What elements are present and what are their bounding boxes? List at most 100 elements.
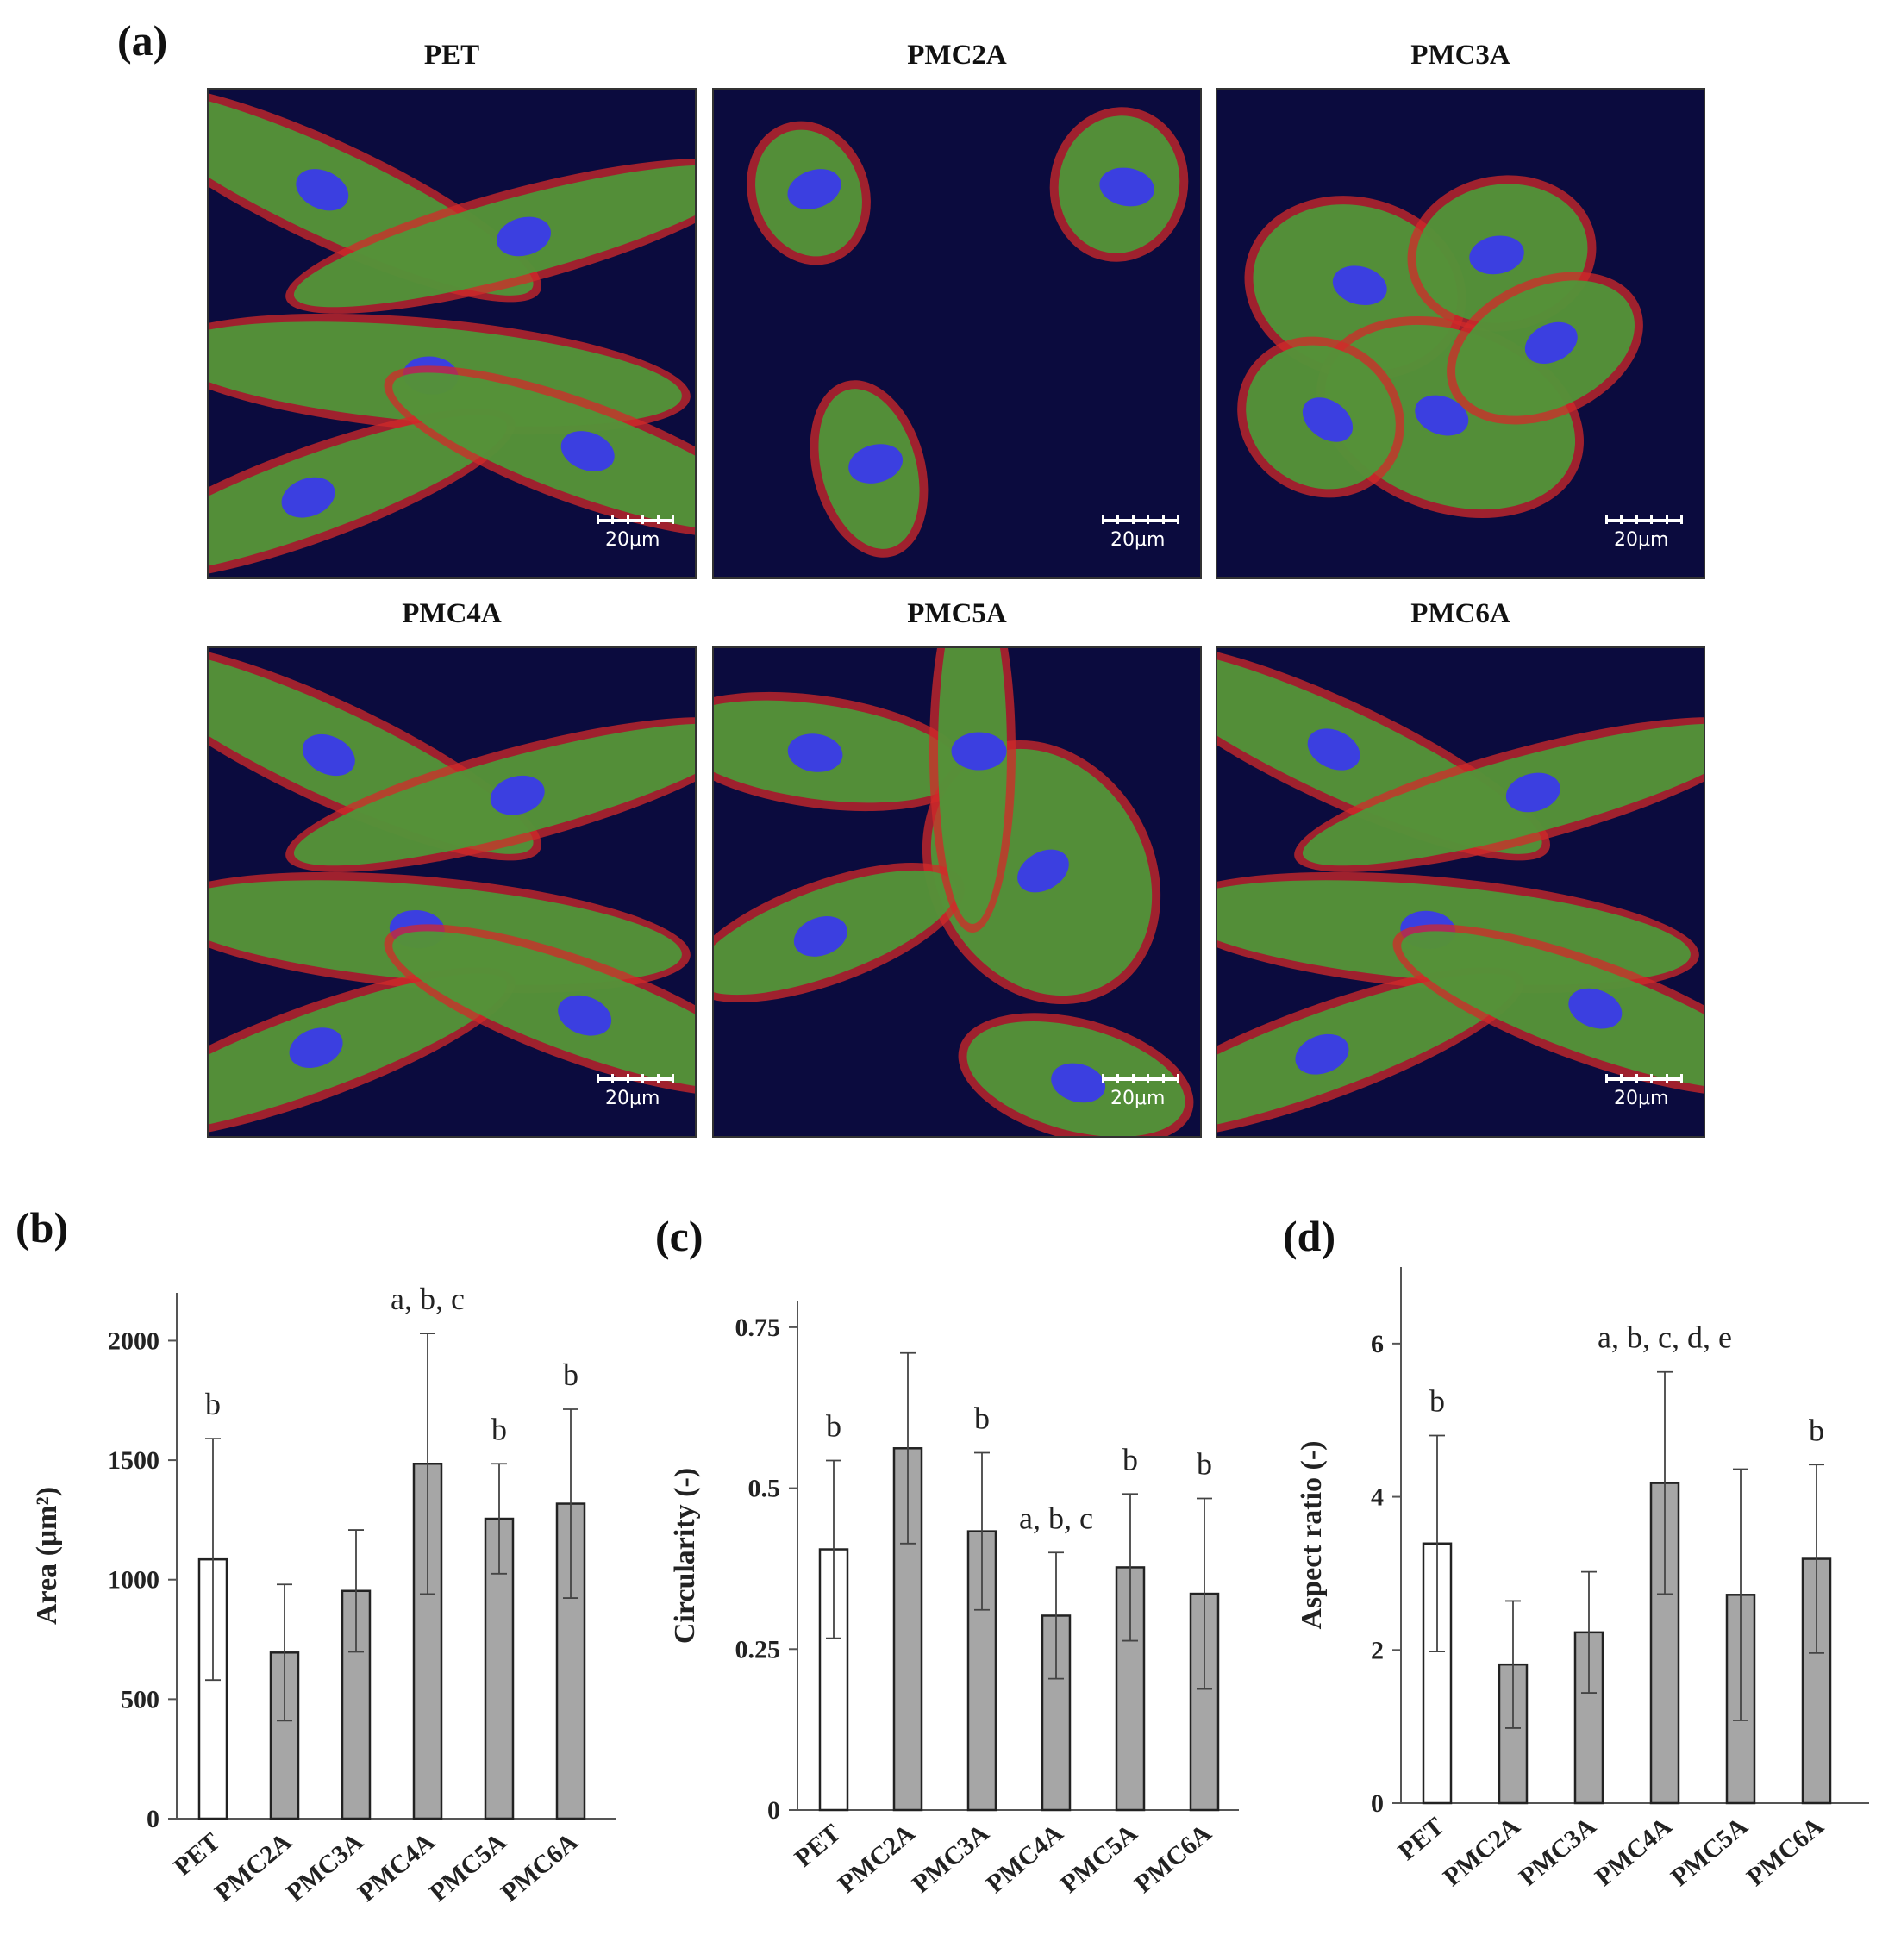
significance-label: b	[1197, 1447, 1212, 1482]
x-tick-label: PMC2A	[1438, 1812, 1526, 1892]
x-tick-label: PMC6A	[1742, 1812, 1829, 1892]
scale-bar-tick	[1177, 1074, 1179, 1083]
panel-b-label: (b)	[16, 1203, 69, 1252]
micrograph-image: 20μm	[207, 88, 697, 579]
scale-bar-label: 20μm	[1614, 529, 1669, 551]
panel-c-label: (c)	[655, 1212, 703, 1260]
x-tick-label: PMC4A	[1590, 1812, 1678, 1892]
scale-bar-label: 20μm	[1110, 529, 1166, 551]
scale-bar-tick	[656, 515, 660, 524]
x-tick-label: PMC3A	[281, 1827, 369, 1907]
y-axis-label: Aspect ratio (-)	[1296, 1440, 1328, 1629]
y-axis-label: Circularity (-)	[669, 1468, 701, 1644]
scale-bar-line	[1102, 1077, 1179, 1081]
micrograph-image: 20μm	[712, 88, 1202, 579]
scale-bar-tick	[597, 515, 599, 524]
scale-bar-label: 20μm	[605, 529, 660, 551]
y-tick-label: 0.25	[735, 1635, 781, 1664]
micrograph-image: 20μm	[712, 646, 1202, 1138]
scale-bar-tick	[611, 515, 615, 524]
panel-d-label: (d)	[1283, 1212, 1336, 1260]
fluorescence-image	[209, 648, 695, 1136]
scale-bar-tick	[1102, 515, 1104, 524]
scale-bar-tick	[1161, 515, 1165, 524]
scale-bar-tick	[1620, 1074, 1623, 1083]
significance-label: b	[826, 1408, 841, 1443]
scale-bar-label: 20μm	[605, 1088, 660, 1109]
scale-bar-tick	[1161, 1074, 1165, 1083]
x-tick-label: PMC6A	[1129, 1819, 1217, 1899]
x-tick-label: PET	[790, 1819, 847, 1873]
scale-bar-tick	[1620, 515, 1623, 524]
scale-bar-tick	[1665, 1074, 1668, 1083]
scale-bar: 20μm	[1102, 515, 1179, 559]
y-tick-label: 0	[1371, 1789, 1384, 1818]
scale-bar-tick	[1635, 515, 1638, 524]
scale-bar-tick	[1635, 1074, 1638, 1083]
significance-label: b	[563, 1358, 578, 1392]
scale-bar-line	[597, 1077, 674, 1081]
significance-label: b	[974, 1401, 990, 1436]
scale-bar-tick	[1116, 515, 1120, 524]
scale-bar-tick	[1131, 515, 1135, 524]
micrograph-title: PMC3A	[1410, 40, 1510, 71]
scale-bar-tick	[1605, 1074, 1608, 1083]
scale-bar-tick	[626, 515, 629, 524]
bar	[818, 1548, 849, 1812]
scale-bar-tick	[672, 515, 674, 524]
x-tick-label: PMC3A	[1514, 1812, 1602, 1892]
scale-bar-tick	[1147, 1074, 1150, 1083]
scale-bar-tick	[641, 1074, 645, 1083]
fluorescence-image	[714, 90, 1200, 577]
significance-label: b	[205, 1387, 221, 1421]
scale-bar-line	[1605, 519, 1683, 522]
x-tick-label: PMC5A	[1055, 1819, 1143, 1899]
scale-bar-tick	[1650, 515, 1654, 524]
scale-bar-tick	[1147, 515, 1150, 524]
y-tick-label: 0	[767, 1796, 780, 1825]
scale-bar-tick	[1116, 1074, 1120, 1083]
y-tick-label: 0.75	[735, 1314, 781, 1342]
scale-bar: 20μm	[1605, 515, 1683, 559]
y-axis-label: Area (μm²)	[31, 1487, 63, 1625]
significance-label: b	[1809, 1413, 1824, 1447]
scale-bar-tick	[626, 1074, 629, 1083]
scale-bar-tick	[597, 1074, 599, 1083]
scale-bar: 20μm	[1102, 1074, 1179, 1117]
scale-bar-tick	[1131, 1074, 1135, 1083]
fluorescence-image	[714, 648, 1200, 1136]
x-tick-label: PMC5A	[424, 1827, 512, 1907]
scale-bar: 20μm	[597, 1074, 674, 1117]
scale-bar: 20μm	[1605, 1074, 1683, 1117]
y-tick-label: 0	[147, 1805, 159, 1833]
significance-label: b	[1122, 1442, 1138, 1476]
x-tick-label: PET	[169, 1827, 226, 1882]
y-tick-label: 1000	[108, 1566, 159, 1595]
x-tick-label: PMC2A	[833, 1819, 921, 1899]
y-tick-label: 1500	[108, 1446, 159, 1475]
scale-bar: 20μm	[597, 515, 674, 559]
significance-label: b	[1429, 1383, 1445, 1418]
scale-bar-tick	[1177, 515, 1179, 524]
x-tick-label: PMC4A	[981, 1819, 1069, 1899]
y-tick-label: 500	[121, 1685, 159, 1713]
scale-bar-tick	[641, 515, 645, 524]
significance-label: b	[491, 1412, 507, 1446]
x-tick-label: PMC2A	[209, 1827, 297, 1907]
scale-bar-tick	[611, 1074, 615, 1083]
chart-area: 0 500 1000 1500 2000 Area (μm²) b PETPMC2APMC3A…	[31, 1282, 616, 1907]
y-tick-label: 2000	[108, 1326, 159, 1355]
scale-bar-tick	[1680, 1074, 1683, 1083]
y-tick-label: 4	[1371, 1483, 1384, 1512]
scale-bar-line	[1605, 1077, 1683, 1081]
significance-label: a, b, c	[391, 1282, 465, 1316]
x-tick-label: PMC5A	[1666, 1812, 1754, 1892]
y-tick-label: 2	[1371, 1636, 1384, 1664]
y-tick-label: 6	[1371, 1330, 1384, 1358]
scale-bar-tick	[1665, 515, 1668, 524]
fluorescence-image	[1217, 648, 1704, 1136]
scale-bar-tick	[672, 1074, 674, 1083]
